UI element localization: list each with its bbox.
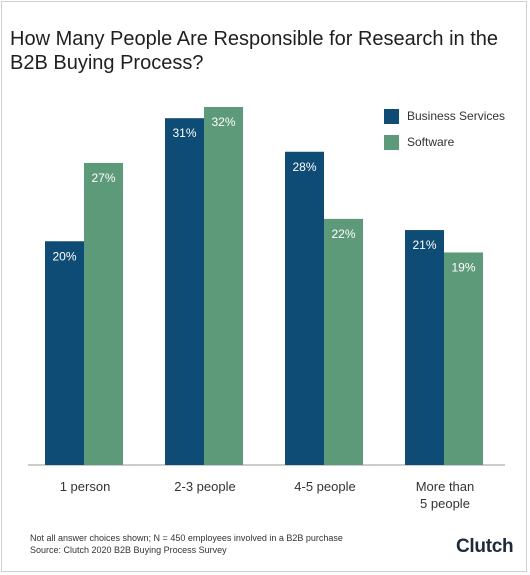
bar-software-2-3-people [204,107,243,465]
data-label-software-1-person: 27% [91,171,115,185]
data-label-business-services-more-than-5-people: 21% [412,238,436,252]
clutch-logo: Clutch [456,536,514,557]
bar-software-more-than-5-people [444,252,483,465]
legend-label-software: Software [407,135,455,149]
data-label-business-services-1-person: 20% [52,249,76,263]
bar-software-4-5-people [324,218,363,465]
category-label-more-than-5-people: More than 5 people [390,478,500,512]
legend-item-software: Software [384,133,505,151]
category-label-line: More than [415,479,475,494]
footnote-note: Not all answer choices shown; N = 450 em… [30,533,343,543]
bar-business-services-4-5-people [285,151,324,465]
legend-item-business-services: Business Services [384,107,505,125]
data-label-software-more-than-5-people: 19% [451,260,475,274]
footnote-source: Source: Clutch 2020 B2B Buying Process S… [30,545,227,555]
category-label-line: 4-5 people [294,479,356,494]
data-label-business-services-2-3-people: 31% [172,126,196,140]
legend-swatch-business-services [384,108,399,124]
legend: Business Services Software [384,107,505,159]
footnote: Not all answer choices shown; N = 450 em… [30,532,343,556]
category-label-line: 5 people [420,496,470,511]
category-label-line: 1 person [59,479,111,494]
bar-business-services-2-3-people [165,118,204,465]
bar-business-services-more-than-5-people [405,230,444,465]
legend-swatch-software [384,134,399,150]
chart-title: How Many People Are Responsible for Rese… [10,28,499,74]
category-label-2-3-people: 2-3 people [150,478,260,495]
category-label-1-person: 1 person [30,478,140,495]
data-label-software-2-3-people: 32% [211,115,235,129]
legend-label-business-services: Business Services [407,109,506,123]
data-label-software-4-5-people: 22% [331,227,355,241]
category-label-line: 2-3 people [174,479,236,494]
bar-business-services-1-person [45,241,84,465]
category-label-4-5-people: 4-5 people [270,478,380,495]
bar-software-1-person [84,162,123,465]
data-label-business-services-4-5-people: 28% [292,160,316,174]
